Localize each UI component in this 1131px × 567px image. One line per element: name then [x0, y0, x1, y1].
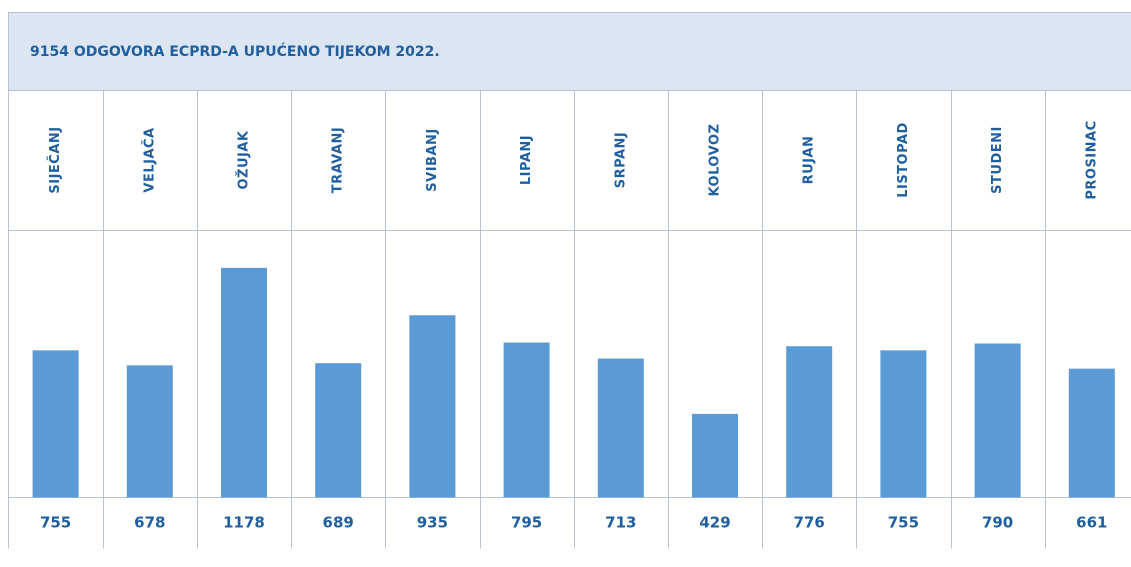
bar — [692, 413, 738, 498]
header-band — [8, 12, 1131, 91]
bar — [880, 350, 927, 498]
value-label: 790 — [982, 514, 1013, 532]
category-label: PROSINAC — [1084, 120, 1099, 199]
value-label: 1178 — [223, 514, 265, 532]
value-label: 776 — [794, 514, 825, 532]
bar — [315, 363, 362, 498]
value-label: 689 — [323, 514, 354, 532]
bar — [126, 365, 173, 498]
category-label: SRPANJ — [613, 132, 628, 189]
value-label: 661 — [1076, 514, 1107, 532]
category-label: LIPANJ — [519, 135, 534, 185]
value-label: 795 — [511, 514, 542, 532]
bar — [597, 358, 644, 498]
category-label: OŽUJAK — [236, 130, 252, 189]
value-label: 713 — [605, 514, 636, 532]
category-label: KOLOVOZ — [708, 124, 723, 197]
category-label: VELJAČA — [141, 127, 157, 192]
category-label: LISTOPAD — [896, 122, 911, 198]
bar — [786, 346, 833, 498]
bar — [974, 343, 1021, 498]
bar — [1068, 368, 1115, 498]
bar — [32, 350, 79, 498]
value-label: 755 — [888, 514, 919, 532]
value-label: 429 — [699, 514, 730, 532]
category-label: SIJEČANJ — [47, 126, 63, 193]
bar — [409, 315, 456, 498]
chart-title: 9154 ODGOVORA ECPRD-A UPUĆENO TIJEKOM 20… — [30, 42, 440, 60]
bar — [503, 342, 550, 498]
category-label: STUDENI — [990, 126, 1005, 194]
bar — [221, 267, 267, 498]
value-label: 678 — [134, 514, 165, 532]
category-label: SVIBANJ — [425, 128, 440, 191]
value-label: 935 — [417, 514, 448, 532]
value-label: 755 — [40, 514, 71, 532]
category-label: TRAVANJ — [331, 127, 346, 194]
category-label: RUJAN — [802, 136, 817, 185]
